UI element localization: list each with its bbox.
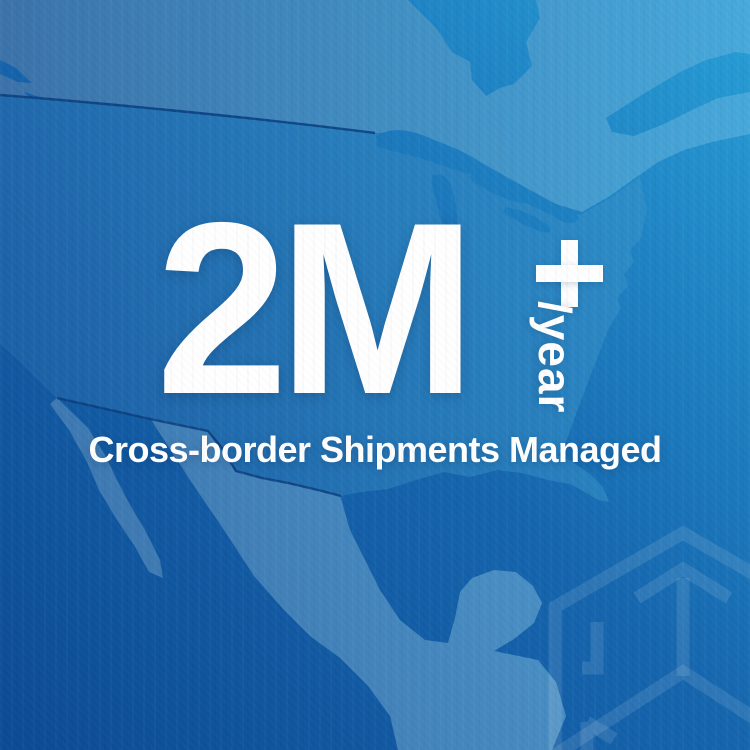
hexagon-cube-up-arrow-logo-watermark: [548, 525, 750, 750]
lake-superior: [376, 130, 489, 176]
lake-erie: [504, 207, 551, 233]
stat-value: 2M: [156, 171, 476, 445]
canada-region: [0, 0, 750, 212]
lake-huron: [470, 173, 533, 204]
stat-caption: Cross-border Shipments Managed: [88, 429, 662, 470]
plus-horizontal-bar: [536, 265, 603, 282]
us-canada-border-line: [0, 93, 376, 135]
lake-michigan: [432, 174, 458, 236]
stat-unit: /year: [529, 301, 581, 414]
mexico-region: [150, 418, 566, 750]
us-region: [0, 95, 647, 502]
coast-inlets: [0, 60, 40, 99]
us-mexico-border-line: [56, 396, 342, 498]
plus-symbol-text: +: [0, 0, 1, 1]
hudson-bay: [408, 0, 540, 96]
st-lawrence-water: [606, 52, 750, 136]
lake-ontario: [551, 210, 578, 224]
baja-california: [50, 398, 163, 578]
